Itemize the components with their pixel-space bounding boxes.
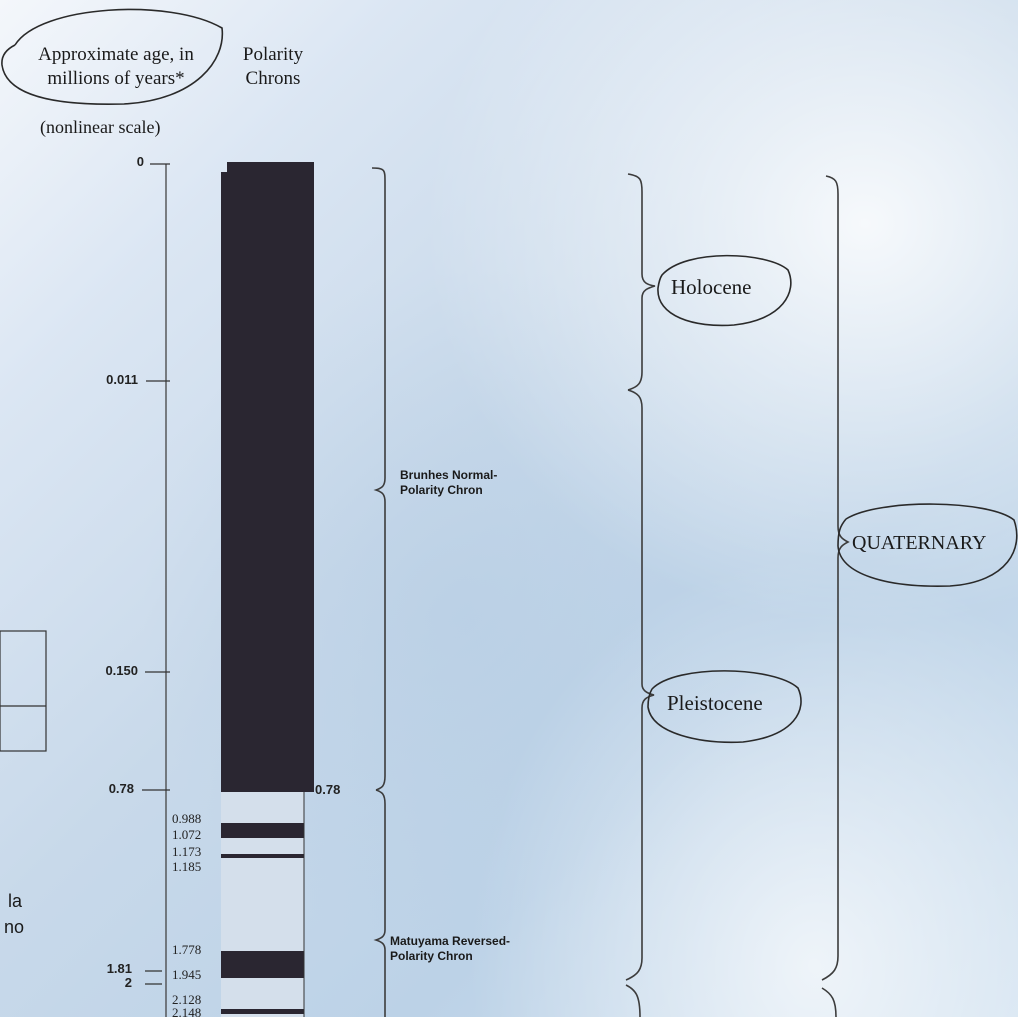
age-label-1.81: 1.81 [106,961,132,976]
polarity-column [221,162,314,1017]
partial-box-outline [0,630,47,752]
normal-polarity-band-olduvai [221,951,304,978]
pleistocene-brace [625,389,655,981]
age-tick-marks [142,163,170,985]
partial-left-text-line-2: no [4,917,25,937]
reversal-label-1.185: 1.185 [172,859,202,874]
age-label-0.011: 0.011 [106,372,138,387]
polarity-header-line-1: Polarity [242,44,304,65]
brunhes-chron-line-1: Brunhes Normal- [400,468,498,482]
age-label-0.150: 0.150 [105,663,138,678]
next-period-brace [821,987,837,1017]
brunhes-brace [371,167,386,791]
age-column-header: Approximate age, in millions of years* [24,43,208,91]
age-header-line-1: Approximate age, in [38,44,194,65]
matuyama-brace [373,789,386,1017]
reversal-label-1.945: 1.945 [172,967,202,982]
matuyama-chron-label: Matuyama Reversed- Polarity Chron [390,934,540,964]
brunhes-chron-line-2: Polarity Chron [400,483,483,497]
next-epoch-brace [625,984,641,1017]
brunhes-chron-label: Brunhes Normal- Polarity Chron [400,468,550,498]
age-header-line-2: millions of years* [47,68,185,89]
reversal-label-1.778: 1.778 [172,942,202,957]
reversal-label-0.988: 0.988 [172,811,202,826]
holocene-label: Holocene [671,275,752,299]
matuyama-chron-line-1: Matuyama Reversed- [390,934,511,948]
quaternary-label: QUATERNARY [852,532,987,554]
partial-left-text-line-1: la [8,891,23,911]
quaternary-brace [821,175,850,981]
normal-polarity-band-brunhes [221,172,314,792]
quaternary-circle [837,503,1018,587]
holocene-brace [627,173,656,391]
reversal-label-2.148: 2.148 [172,1005,202,1017]
normal-polarity-band-jaramillo [221,823,304,838]
polarity-column-header: Polarity Chrons [232,43,314,91]
polarity-boundary-label: 0.78 [315,782,341,797]
reversal-label-1.072: 1.072 [172,827,202,842]
matuyama-chron-line-2: Polarity Chron [390,949,473,963]
normal-polarity-top [227,162,314,172]
normal-polarity-band-reunion [221,1009,304,1014]
holocene-circle [657,254,792,327]
age-label-2: 2 [124,975,132,990]
scale-note: (nonlinear scale) [40,117,161,137]
reversal-label-2.128: 2.128 [172,992,202,1007]
partial-left-box [0,630,47,752]
reversal-label-1.173: 1.173 [172,844,202,859]
polarity-header-line-2: Chrons [245,68,301,89]
age-header-circle [1,8,224,106]
normal-polarity-band-cobb [221,854,304,858]
pleistocene-label: Pleistocene [667,691,763,715]
pleistocene-circle [647,670,802,744]
age-label-0: 0 [136,154,144,169]
age-label-0.78: 0.78 [108,781,134,796]
